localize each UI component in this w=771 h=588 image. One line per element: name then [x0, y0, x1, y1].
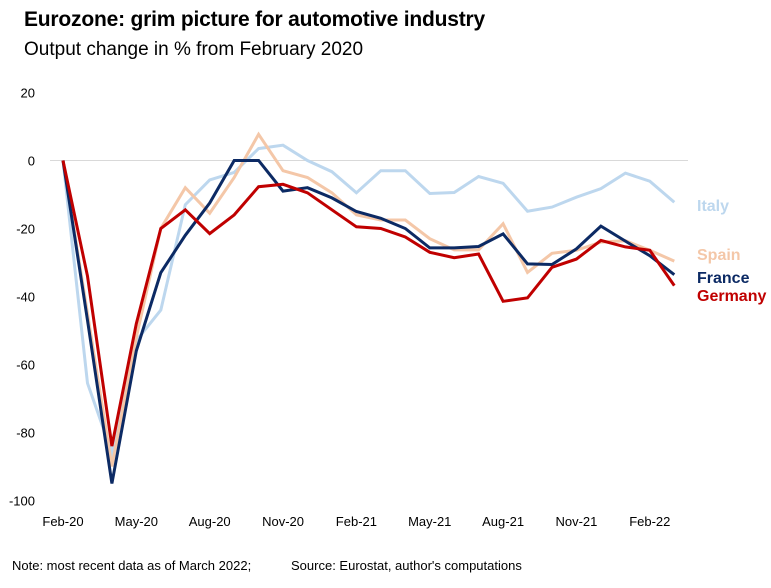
y-tick-label: -60: [16, 358, 35, 373]
x-tick-label: Feb-21: [336, 514, 377, 529]
y-tick-label: -100: [9, 494, 35, 509]
y-tick-label: -20: [16, 222, 35, 237]
x-tick-label: May-21: [408, 514, 451, 529]
x-tick-label: Aug-20: [189, 514, 231, 529]
legend-label-spain: Spain: [697, 247, 741, 264]
chart-subtitle: Output change in % from February 2020: [24, 39, 364, 60]
legend-label-italy: Italy: [697, 198, 729, 215]
legend-label-france: France: [697, 270, 750, 287]
y-tick-label: -80: [16, 426, 35, 441]
source-note: Source: Eurostat, author's computations: [291, 558, 522, 573]
footnote: Note: most recent data as of March 2022;: [12, 558, 252, 573]
y-tick-label: 0: [28, 154, 35, 169]
x-tick-label: May-20: [115, 514, 158, 529]
series-lines: [61, 131, 676, 484]
x-tick-label: Feb-20: [42, 514, 83, 529]
x-tick-label: Nov-21: [555, 514, 597, 529]
series-line-france: [61, 159, 676, 484]
x-tick-label: Feb-22: [629, 514, 670, 529]
x-axis: Feb-20 May-20 Aug-20 Nov-20 Feb-21 May-21 Aug-…: [42, 514, 670, 529]
chart-title: Eurozone: grim picture for automotive in…: [24, 8, 486, 31]
series-line-germany: [61, 160, 676, 447]
legend-label-germany: Germany: [697, 288, 766, 305]
series-line-spain: [61, 131, 675, 467]
y-tick-label: -40: [16, 290, 35, 305]
x-tick-label: Nov-20: [262, 514, 304, 529]
x-tick-label: Aug-21: [482, 514, 524, 529]
y-tick-label: 20: [21, 86, 35, 101]
series-line-italy: [61, 143, 676, 459]
y-axis: 20 0 -20 -40 -60 -80 -100: [9, 86, 35, 509]
